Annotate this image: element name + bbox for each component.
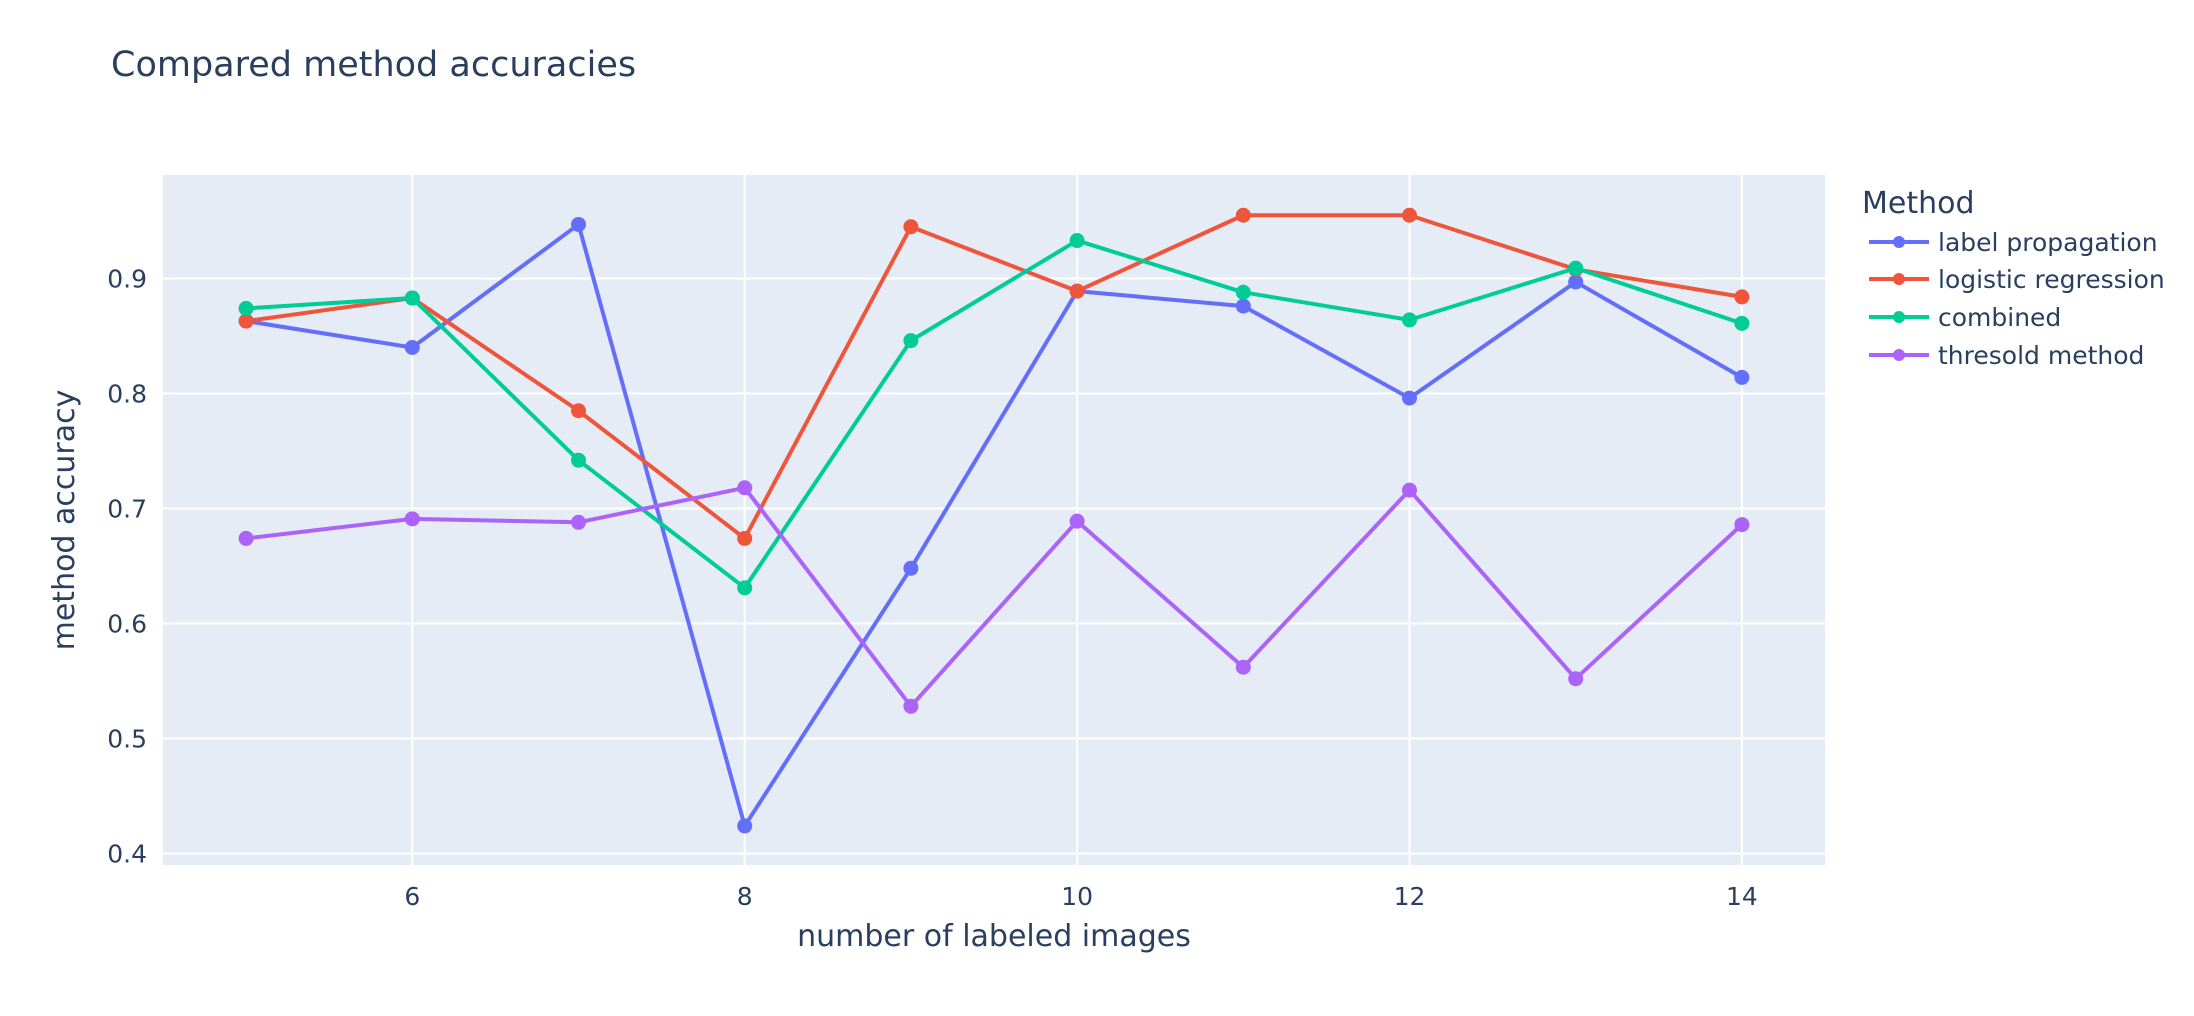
data-point[interactable] <box>1734 517 1750 533</box>
legend-item-thresold-method[interactable]: thresold method <box>1869 341 2144 370</box>
data-point[interactable] <box>1568 671 1584 687</box>
y-tick-label: 0.5 <box>107 725 147 754</box>
series-label-propagation <box>238 216 1750 834</box>
tick-labels: 0.4 0.5 0.6 0.7 0.8 0.9 6 8 10 12 14 <box>107 265 1758 912</box>
data-point[interactable] <box>571 403 586 419</box>
data-point[interactable] <box>903 219 919 235</box>
legend-label: logistic regression <box>1938 265 2165 294</box>
data-point[interactable] <box>238 313 254 329</box>
data-point[interactable] <box>1402 482 1417 498</box>
legend-title: Method <box>1862 186 1975 221</box>
data-point[interactable] <box>1402 390 1417 406</box>
series-line <box>244 213 1744 541</box>
legend-swatch-marker <box>1893 349 1905 361</box>
legend-item-label-propagation[interactable]: label propagation <box>1869 228 2158 257</box>
legend-swatch-marker <box>1893 311 1905 323</box>
data-point[interactable] <box>903 560 919 576</box>
data-point[interactable] <box>737 530 753 546</box>
x-tick-label: 8 <box>737 882 753 911</box>
data-point[interactable] <box>404 290 420 306</box>
x-tick-label: 10 <box>1061 882 1093 911</box>
series-line <box>244 238 1744 590</box>
data-point[interactable] <box>1734 369 1750 385</box>
data-point[interactable] <box>737 480 753 496</box>
data-point[interactable] <box>404 511 420 527</box>
data-point[interactable] <box>1069 283 1085 299</box>
data-point[interactable] <box>238 300 254 316</box>
y-tick-label: 0.4 <box>107 840 147 869</box>
data-point[interactable] <box>1235 207 1251 223</box>
data-point[interactable] <box>1568 274 1584 290</box>
data-point[interactable] <box>404 340 420 355</box>
data-point[interactable] <box>1235 298 1251 314</box>
data-point[interactable] <box>737 818 753 834</box>
series-layer <box>238 207 1750 834</box>
series-line <box>244 222 1744 828</box>
data-point[interactable] <box>238 530 254 546</box>
legend-label: thresold method <box>1938 341 2144 370</box>
y-tick-label: 0.9 <box>107 265 147 294</box>
data-point[interactable] <box>571 216 586 232</box>
series-combined <box>238 233 1750 596</box>
data-point[interactable] <box>1734 315 1750 331</box>
data-point[interactable] <box>1734 289 1750 305</box>
x-tick-label: 14 <box>1726 882 1758 911</box>
data-point[interactable] <box>1402 312 1417 328</box>
data-point[interactable] <box>1235 284 1251 300</box>
y-axis-title: method accuracy <box>47 390 82 651</box>
legend-swatch-marker <box>1893 236 1905 248</box>
legend-label: label propagation <box>1938 228 2158 257</box>
data-point[interactable] <box>1069 233 1085 249</box>
data-point[interactable] <box>903 698 919 714</box>
data-point[interactable] <box>903 333 919 349</box>
legend-swatch-marker <box>1893 273 1905 285</box>
data-point[interactable] <box>1235 659 1251 675</box>
legend-item-combined[interactable]: combined <box>1869 303 2061 332</box>
chart-title: Compared method accuracies <box>111 45 636 85</box>
y-tick-label: 0.8 <box>107 380 147 409</box>
series-thresold-method <box>238 480 1750 714</box>
y-tick-label: 0.7 <box>107 495 147 524</box>
data-point[interactable] <box>571 452 586 468</box>
x-tick-label: 12 <box>1394 882 1426 911</box>
data-point[interactable] <box>737 580 753 596</box>
legend: Method label propagation logistic regres… <box>1862 186 2165 370</box>
series-line <box>244 485 1744 709</box>
y-tick-label: 0.6 <box>107 610 147 639</box>
x-axis-title: number of labeled images <box>797 919 1191 954</box>
data-point[interactable] <box>571 514 586 530</box>
x-tick-label: 6 <box>404 882 420 911</box>
legend-item-logistic-regression[interactable]: logistic regression <box>1869 265 2165 294</box>
legend-label: combined <box>1938 303 2061 332</box>
data-point[interactable] <box>1402 207 1417 223</box>
data-point[interactable] <box>1069 513 1085 529</box>
data-point[interactable] <box>1568 260 1584 276</box>
